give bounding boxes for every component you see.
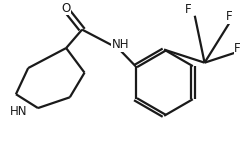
Text: F: F: [185, 3, 192, 16]
Text: F: F: [226, 10, 233, 23]
Text: F: F: [234, 42, 241, 55]
Text: NH: NH: [112, 38, 130, 51]
Text: O: O: [61, 2, 70, 15]
Text: HN: HN: [10, 105, 27, 118]
